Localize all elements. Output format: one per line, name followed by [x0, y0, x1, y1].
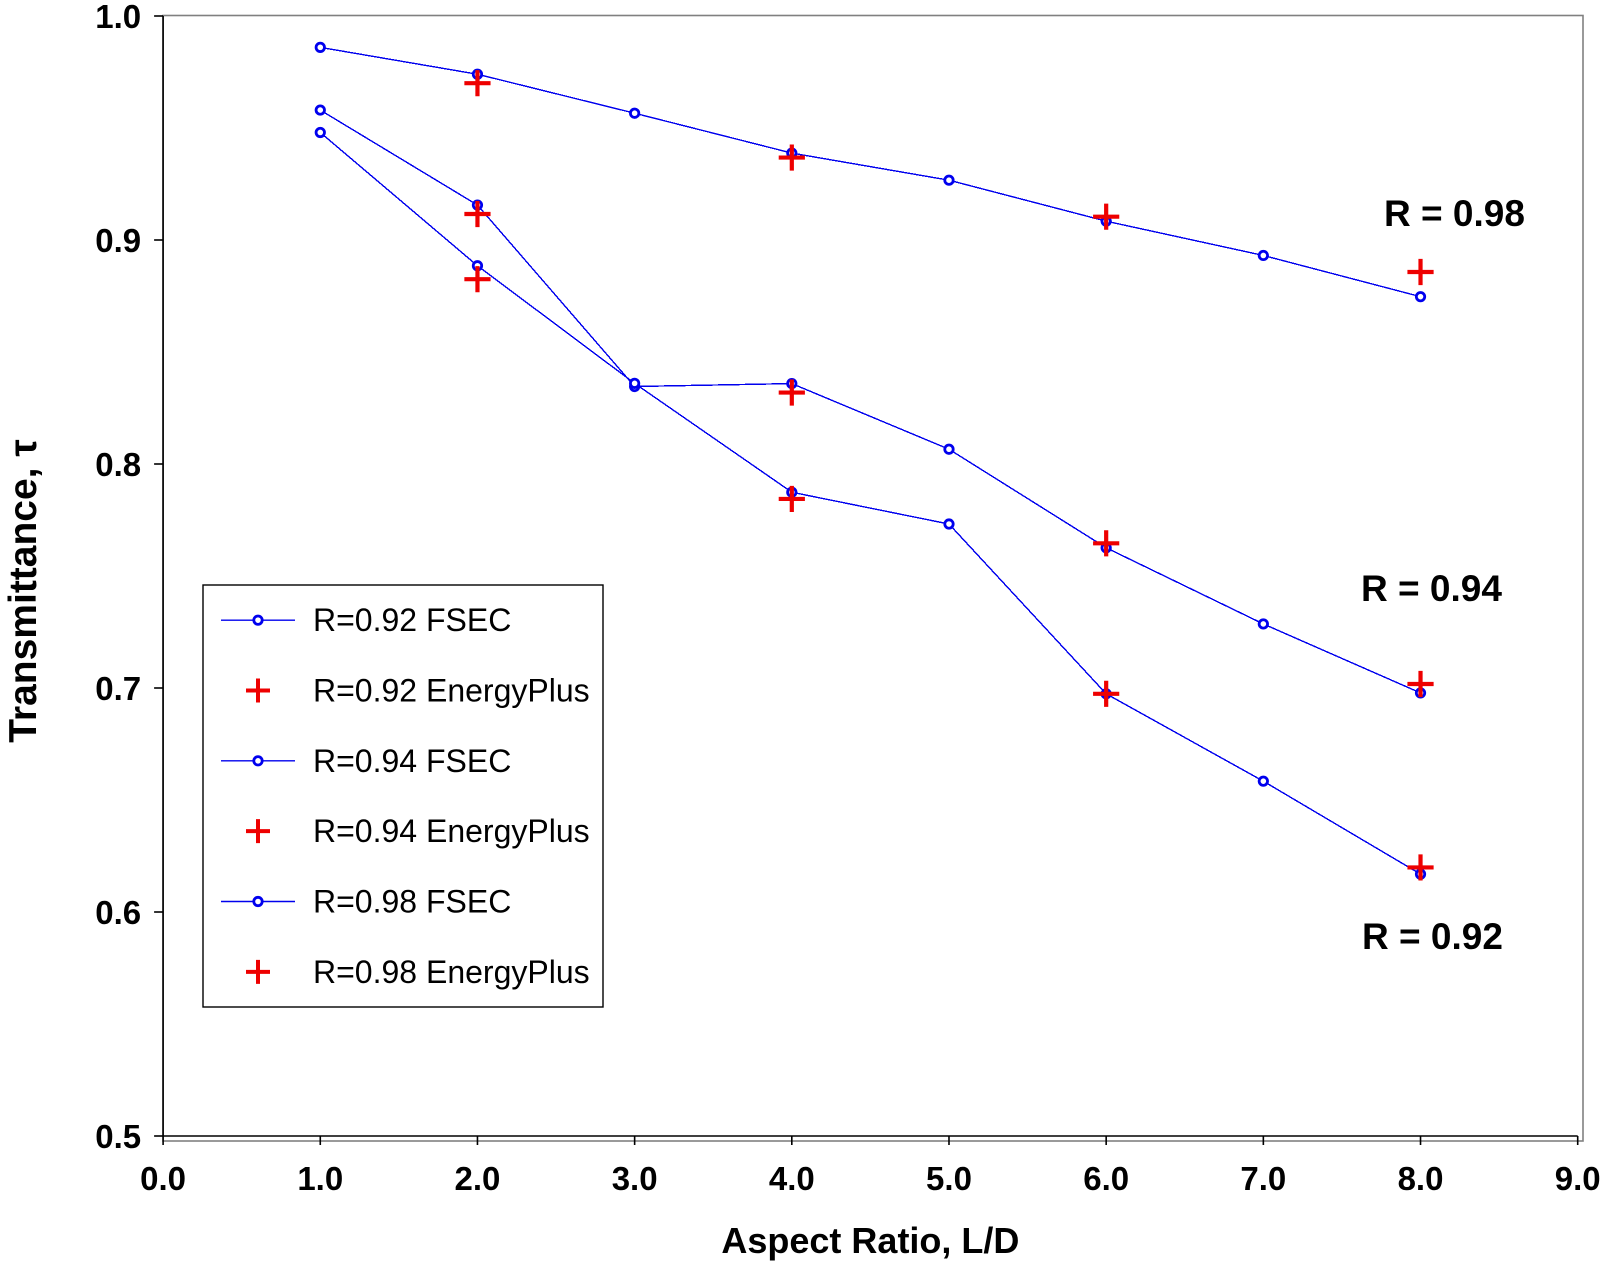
svg-text:R=0.92 EnergyPlus: R=0.92 EnergyPlus	[313, 673, 590, 709]
svg-text:R = 0.94: R = 0.94	[1361, 568, 1502, 609]
svg-text:R=0.98 EnergyPlus: R=0.98 EnergyPlus	[313, 954, 590, 990]
svg-text:1.0: 1.0	[95, 0, 141, 35]
svg-text:Transmittance, τ: Transmittance, τ	[2, 439, 45, 743]
svg-text:0.5: 0.5	[95, 1118, 141, 1155]
svg-text:R=0.98 FSEC: R=0.98 FSEC	[313, 884, 511, 920]
svg-text:2.0: 2.0	[455, 1160, 501, 1197]
svg-text:0.7: 0.7	[95, 670, 141, 707]
svg-text:0.0: 0.0	[140, 1160, 186, 1197]
svg-text:0.8: 0.8	[95, 446, 141, 483]
svg-text:3.0: 3.0	[612, 1160, 658, 1197]
svg-text:R=0.92 FSEC: R=0.92 FSEC	[313, 602, 511, 638]
svg-text:R=0.94 FSEC: R=0.94 FSEC	[313, 743, 511, 779]
svg-text:8.0: 8.0	[1398, 1160, 1444, 1197]
svg-text:5.0: 5.0	[926, 1160, 972, 1197]
svg-text:0.9: 0.9	[95, 222, 141, 259]
svg-text:R=0.94 EnergyPlus: R=0.94 EnergyPlus	[313, 813, 590, 849]
svg-text:7.0: 7.0	[1240, 1160, 1286, 1197]
svg-text:Aspect Ratio, L/D: Aspect Ratio, L/D	[721, 1220, 1019, 1261]
svg-text:6.0: 6.0	[1083, 1160, 1129, 1197]
svg-text:0.6: 0.6	[95, 894, 141, 931]
svg-text:R = 0.98: R = 0.98	[1384, 193, 1525, 234]
svg-text:1.0: 1.0	[297, 1160, 343, 1197]
svg-text:R = 0.92: R = 0.92	[1362, 916, 1503, 957]
svg-text:4.0: 4.0	[769, 1160, 815, 1197]
svg-text:9.0: 9.0	[1555, 1160, 1601, 1197]
